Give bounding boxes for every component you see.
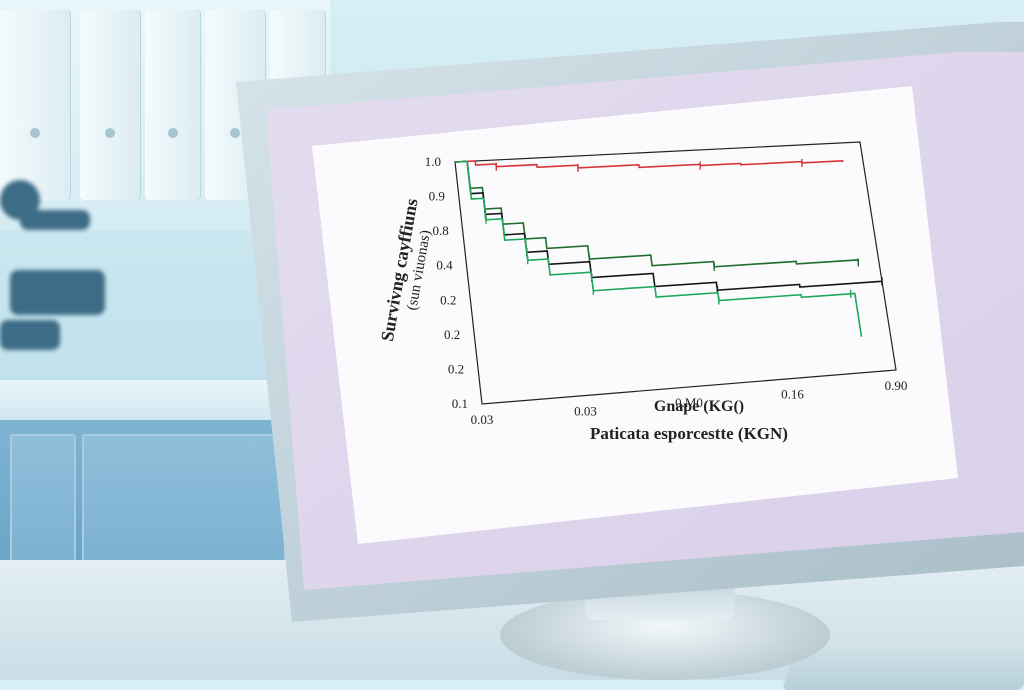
binder-hole	[167, 128, 178, 138]
background-shelf	[0, 0, 330, 230]
binder-hole	[230, 128, 240, 138]
lab-cabinet	[0, 420, 300, 680]
binder-hole	[105, 128, 115, 138]
binder	[80, 10, 140, 200]
binder	[145, 10, 200, 200]
microscope	[0, 170, 120, 370]
binder	[0, 10, 70, 200]
binder-hole	[30, 128, 40, 138]
